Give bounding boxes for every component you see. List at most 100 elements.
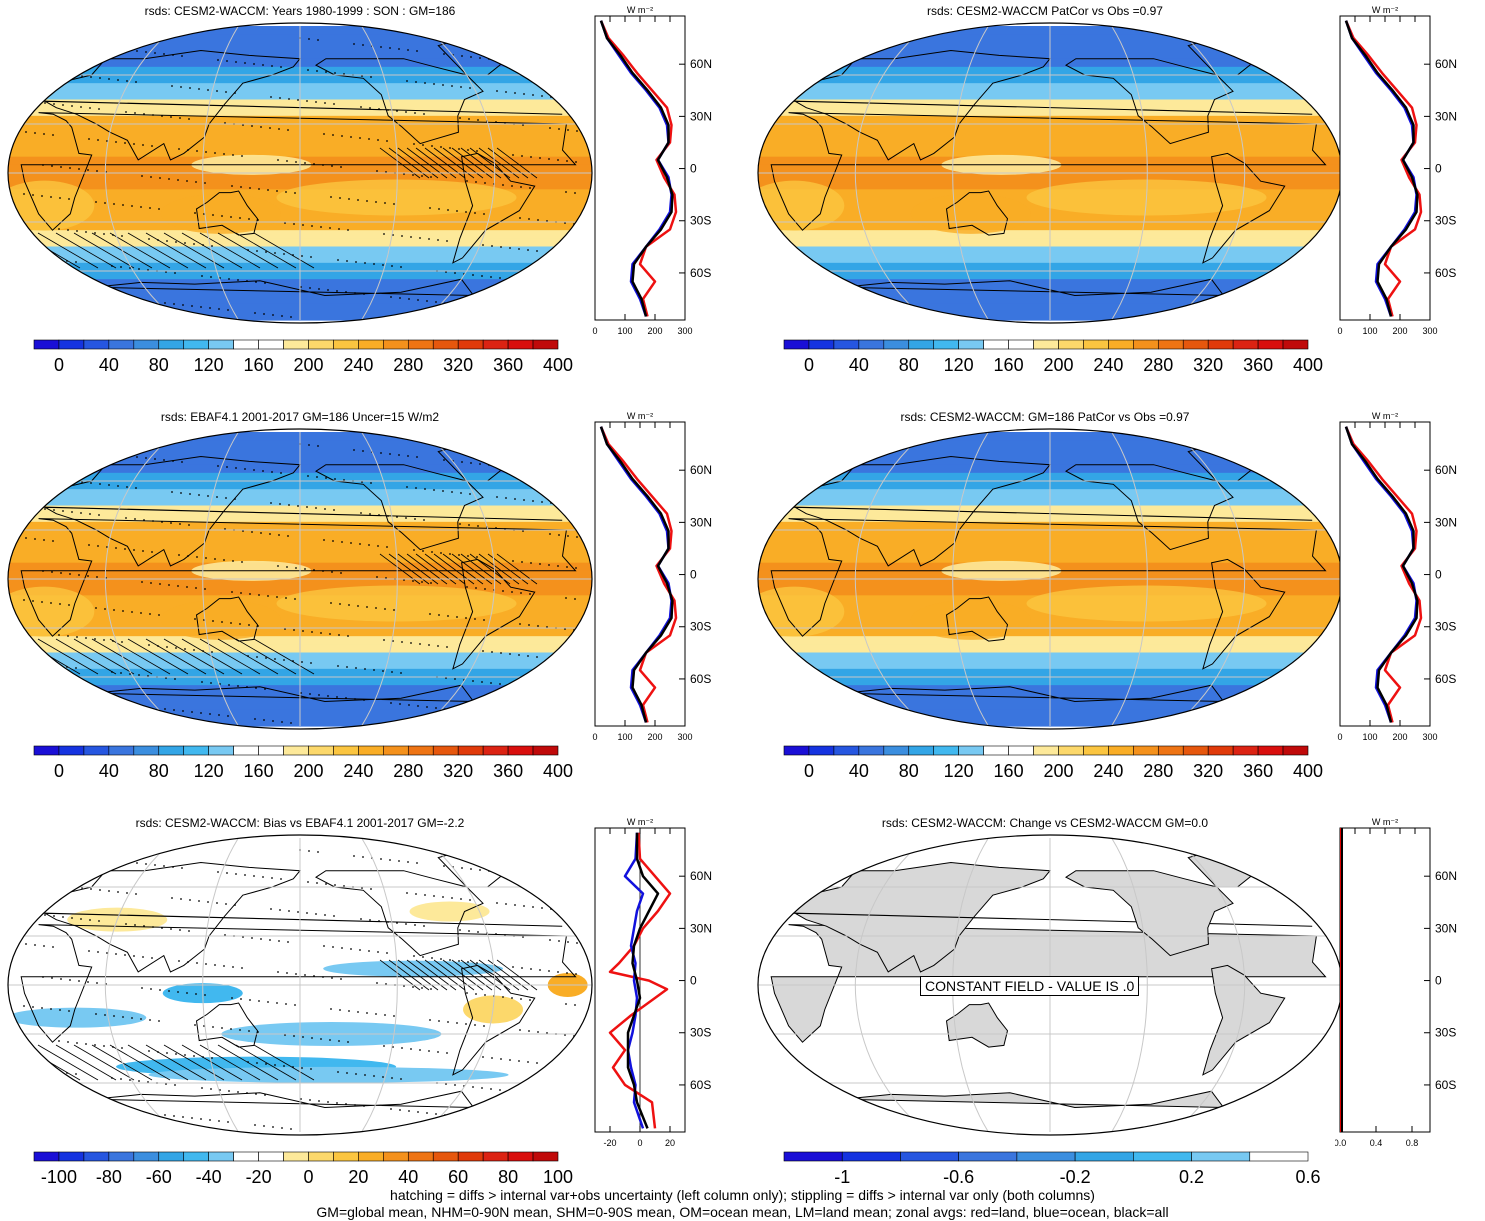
stipple-dot [92, 294, 94, 296]
stipple-dot [301, 1067, 303, 1069]
stipple-dot [75, 1073, 77, 1075]
stipple-dot [414, 112, 416, 114]
stipple-dot [216, 496, 218, 498]
stipple-dot [308, 850, 310, 852]
stipple-dot [248, 624, 250, 626]
stipple-dot [288, 98, 290, 100]
stipple-dot [551, 65, 553, 67]
stipple-dot [362, 856, 364, 858]
stipple-dot [403, 579, 405, 581]
stipple-dot [511, 591, 513, 593]
stipple-dot [331, 571, 333, 573]
panel-title: rsds: CESM2-WACCM: Years 1980-1999 : SON… [144, 4, 456, 18]
stipple-dot [143, 519, 145, 521]
stipple-dot [55, 853, 57, 855]
stipple-dot [322, 570, 324, 572]
colorbar-cell [1083, 745, 1109, 756]
colorbar-cell [83, 339, 110, 350]
stipple-dot [239, 1029, 241, 1031]
stipple-dot [134, 518, 136, 520]
x-tick-label: 300 [1422, 326, 1437, 336]
stipple-dot [393, 609, 395, 611]
stipple-dot [90, 482, 92, 484]
stipple-dot [258, 594, 260, 596]
stipple-dot [73, 43, 75, 45]
stipple-dot [97, 545, 99, 547]
stipple-dot [345, 697, 347, 699]
stipple-dot [265, 251, 267, 253]
colorbar-label: 40 [99, 761, 119, 781]
colorbar-cell [457, 339, 484, 350]
stipple-dot [294, 1004, 296, 1006]
stipple-dot [194, 618, 196, 620]
longitude-line [361, 25, 398, 321]
stipple-dot [194, 212, 196, 214]
stipple-dot [318, 694, 320, 696]
colorbar-cell [858, 745, 885, 756]
stipple-dot [293, 629, 295, 631]
stipple-dot [46, 40, 48, 42]
stipple-dot [179, 117, 181, 119]
stipple-dot [42, 570, 44, 572]
stipple-dot [422, 956, 424, 958]
stipple-dot [43, 539, 45, 541]
stipple-dot [403, 173, 405, 175]
stipple-dot [83, 1105, 85, 1107]
stipple-dot [382, 670, 384, 672]
longitude-line [1172, 431, 1246, 727]
stipple-dot [92, 1106, 94, 1108]
stipple-dot [337, 665, 339, 667]
stipple-dot [71, 917, 73, 919]
stipple-dot [477, 119, 479, 121]
stipple-dot [530, 968, 532, 970]
stipple-dot [135, 81, 137, 83]
stipple-dot [118, 48, 120, 50]
colorbar-cell [158, 745, 185, 756]
stipple-dot [87, 575, 89, 577]
stipple-dot [53, 509, 55, 511]
stipple-dot [316, 476, 318, 478]
stipple-dot [539, 563, 541, 565]
stipple-dot [468, 118, 470, 120]
stipple-dot [143, 925, 145, 927]
stipple-dot [442, 84, 444, 86]
stipple-dot [360, 512, 362, 514]
stipple-dot [19, 443, 21, 445]
stipple-dot [22, 1036, 24, 1038]
stipple-dot [230, 216, 232, 218]
colorbar-label: 320 [1193, 355, 1223, 375]
stipple-dot [152, 520, 154, 522]
stipple-dot [376, 982, 378, 984]
colorbar-label: 60 [448, 1167, 468, 1187]
zonal-frame [1339, 421, 1431, 727]
stipple-dot [413, 549, 415, 551]
stipple-dot [495, 527, 497, 529]
stipple-dot [499, 277, 501, 279]
stipple-dot [300, 1098, 302, 1100]
stipple-dot [211, 245, 213, 247]
stipple-dot [239, 217, 241, 219]
colorbar-cell [1282, 339, 1309, 350]
stipple-dot [284, 628, 286, 630]
stipple-dot [297, 505, 299, 507]
stipple-dot [257, 219, 259, 221]
stipple-dot [360, 106, 362, 108]
stipple-dot [118, 860, 120, 862]
stipple-dot [537, 219, 539, 221]
stipple-dot [293, 1035, 295, 1037]
x-tick-label: 200 [1392, 732, 1407, 742]
warm-region [160, 599, 281, 640]
hatch-line [73, 638, 135, 675]
colorbar-cell [383, 745, 409, 756]
stipple-dot [530, 562, 532, 564]
stipple-dot [306, 100, 308, 102]
stipple-dot [189, 493, 191, 495]
stipple-dot [279, 909, 281, 911]
zonal-curve-land [1344, 426, 1423, 723]
longitude-line [202, 837, 239, 1133]
stipple-dot [216, 90, 218, 92]
stipple-dot [120, 1078, 122, 1080]
stipple-dot [97, 951, 99, 953]
stipple-dot [332, 946, 334, 948]
stipple-dot [43, 945, 45, 947]
